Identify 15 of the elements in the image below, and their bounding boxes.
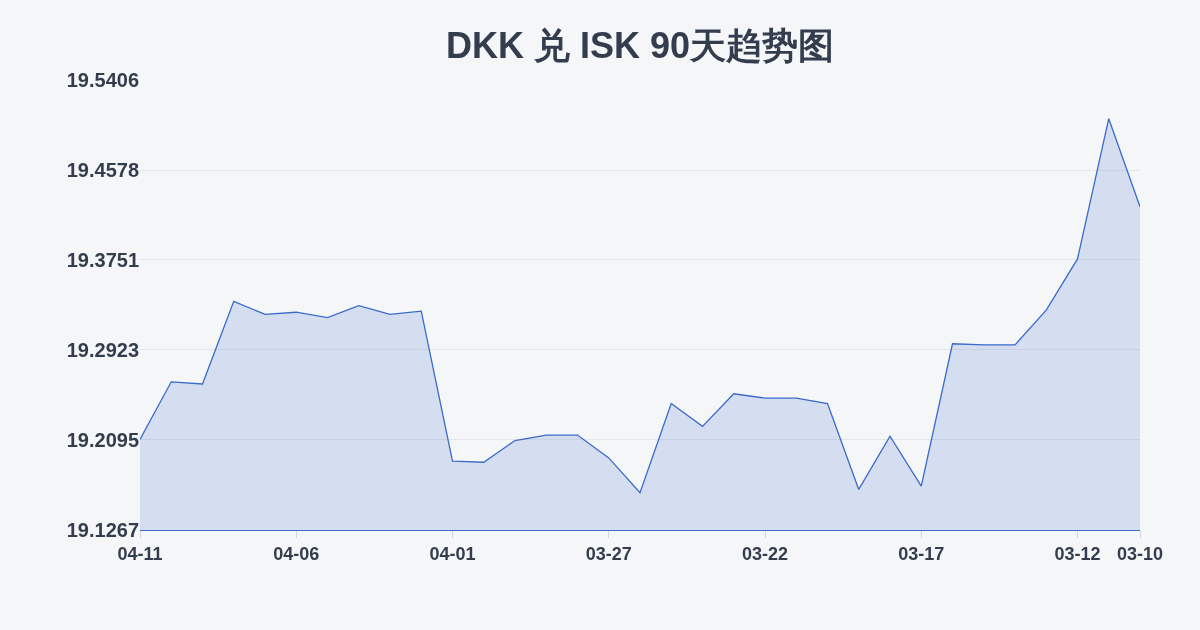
y-tick-label: 19.1267 xyxy=(66,519,139,541)
x-tick-label: 03-17 xyxy=(898,543,945,564)
y-tick-label: 19.2923 xyxy=(66,338,139,361)
x-tick-label: 03-10 xyxy=(1116,543,1164,564)
y-tick-label: 19.5406 xyxy=(66,69,139,91)
x-tick-label: 03-22 xyxy=(741,543,789,564)
y-tick-label: 19.4578 xyxy=(66,159,139,182)
x-tick-label: 04-06 xyxy=(273,543,320,564)
y-tick-label: 19.2095 xyxy=(66,428,139,451)
x-tick-label: 03-27 xyxy=(585,543,632,564)
x-tick-label: 04-11 xyxy=(117,543,163,564)
chart-title: DKK 兑 ISK 90天趋势图 xyxy=(445,24,835,66)
x-tick-label: 03-12 xyxy=(1054,543,1101,564)
y-tick-label: 19.3751 xyxy=(66,248,139,271)
x-tick-label: 04-01 xyxy=(429,543,476,564)
